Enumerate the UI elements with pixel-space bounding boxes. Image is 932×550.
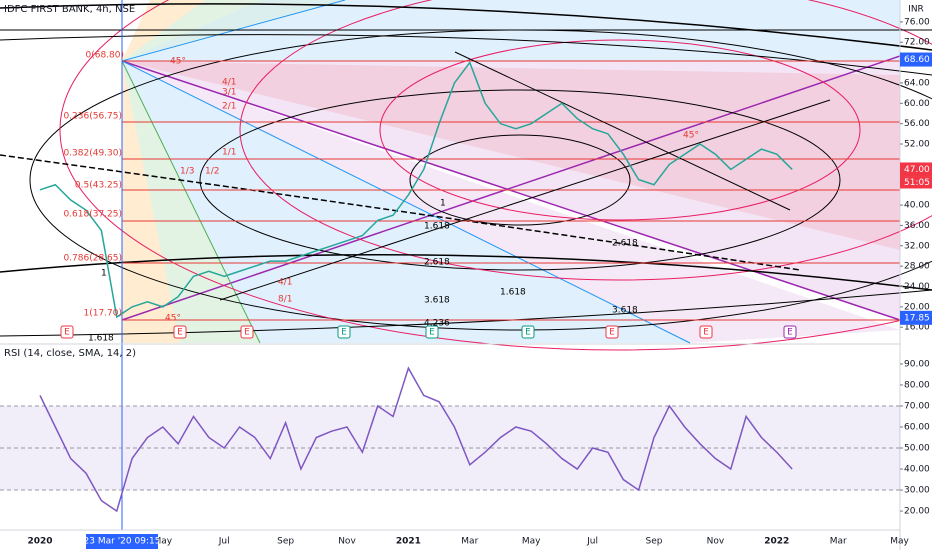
price-tag-label: 47.00 (904, 165, 930, 175)
y2-tick-label: 20.00 (904, 507, 930, 517)
price-tag-label: 17.85 (904, 313, 930, 323)
fan-label: 2/1 (222, 102, 236, 112)
fan-label: 1/2 (205, 167, 219, 177)
y-tick-label: 28.00 (904, 262, 930, 272)
event-label: E (525, 328, 531, 338)
event-label: E (429, 328, 435, 338)
price-tag (900, 52, 932, 67)
event-marker (605, 325, 619, 339)
circle-label: 1.618 (88, 334, 114, 344)
circle-label: 1.618 (424, 222, 450, 232)
x-tick-label: May (153, 537, 172, 547)
y2-tick-label: 70.00 (904, 401, 930, 411)
y-tick-label: 64.00 (904, 78, 930, 88)
circle-label: 2.618 (612, 239, 638, 249)
y2-tick-label: 50.00 (904, 444, 930, 454)
x-tick-label: Nov (707, 537, 725, 547)
x-tick-label: Sep (277, 537, 294, 547)
fib-label: 1(17.70) (83, 309, 122, 319)
y-tick-label: 32.00 (904, 241, 930, 251)
event-marker (60, 325, 74, 339)
fan-label: 4/1 (222, 78, 236, 88)
x-tick-label: Nov (338, 537, 356, 547)
rsi-title: RSI (14, close, SMA, 14, 2) (4, 348, 136, 359)
event-label: E (244, 328, 250, 338)
event-label: E (64, 328, 70, 338)
x-tick-label: 2020 (27, 537, 52, 547)
x-tick-label: Jul (218, 537, 230, 547)
price-tag (900, 310, 932, 325)
y-tick-label: 72.00 (904, 38, 930, 48)
fan-label: 45° (170, 57, 186, 67)
fan-label: 1/3 (180, 167, 194, 177)
rsi-line (39, 366, 793, 513)
x-tick-label: Mar (461, 537, 478, 547)
countdown: 51:05 (904, 178, 930, 188)
y-tick-label: 20.00 (904, 302, 930, 312)
event-marker (173, 325, 187, 339)
y2-tick-label: 30.00 (904, 486, 930, 496)
event-marker (337, 325, 351, 339)
fan-label: 45° (683, 131, 699, 141)
fib-circles (0, 0, 932, 351)
currency: INR (908, 5, 924, 15)
y-tick-label: 52.00 (904, 140, 930, 150)
y-tick-label: 60.00 (904, 99, 930, 109)
fib-label: 0.236(56.75) (63, 112, 122, 122)
event-marker (425, 325, 439, 339)
y2-tick-label: 40.00 (904, 465, 930, 475)
y2-tick-label: 80.00 (904, 380, 930, 390)
event-marker (783, 325, 797, 339)
event-marker (240, 325, 254, 339)
circle-label: 4.236 (424, 319, 450, 329)
price-tag-label: 68.60 (904, 55, 930, 65)
fan-label: 1/1 (222, 148, 236, 158)
x-tick-label: May (890, 537, 909, 547)
circle-label: 3.618 (424, 296, 450, 306)
fan-label: 45° (165, 314, 181, 324)
y2-tick-label: 60.00 (904, 422, 930, 432)
circle-label: 3.618 (612, 306, 638, 316)
x-tick-label: Jul (586, 537, 598, 547)
event-label: E (787, 328, 793, 338)
fan-label: 4/1 (278, 278, 292, 288)
chart-title: IDFC FIRST BANK, 4h, NSE (4, 4, 135, 15)
x-tick-label: 2021 (396, 537, 421, 547)
y-tick-label: 76.00 (904, 17, 930, 27)
y2-tick-label: 90.00 (904, 359, 930, 369)
y-tick-label: 36.00 (904, 221, 930, 231)
x-tick-label: May (522, 537, 541, 547)
event-label: E (703, 328, 709, 338)
circle-label: 1 (101, 269, 107, 279)
y-tick-label: 40.00 (904, 201, 930, 211)
y-tick-label: 16.00 (904, 323, 930, 333)
event-label: E (177, 328, 183, 338)
y-tick-label: 24.00 (904, 282, 930, 292)
fib-label: 0.382(49.30) (63, 149, 122, 159)
crosshair-tag (86, 534, 158, 549)
countdown-bg (900, 176, 932, 189)
event-label: E (609, 328, 615, 338)
crosshair-label: 23 Mar '20 09:15 (84, 537, 161, 547)
fib-label: 0.786(28.65) (63, 254, 122, 264)
fib-label: 0.5(43.25) (75, 181, 122, 191)
x-tick-label: 2022 (764, 537, 789, 547)
x-tick-label: Sep (646, 537, 663, 547)
fib-label: 0(68.80) (85, 51, 124, 61)
fan-label: 3/1 (222, 88, 236, 98)
event-marker (521, 325, 535, 339)
circle-label: 2.618 (424, 258, 450, 268)
circle-label: 1 (440, 199, 446, 209)
price-tag (900, 162, 932, 177)
price-line (39, 61, 793, 319)
fib-label: 0.618(37.25) (63, 210, 122, 220)
event-label: E (341, 328, 347, 338)
fan-label: 8/1 (278, 295, 292, 305)
circle-label: 1.618 (500, 288, 526, 298)
x-tick-label: Mar (830, 537, 847, 547)
event-marker (699, 325, 713, 339)
y-tick-label: 56.00 (904, 119, 930, 129)
